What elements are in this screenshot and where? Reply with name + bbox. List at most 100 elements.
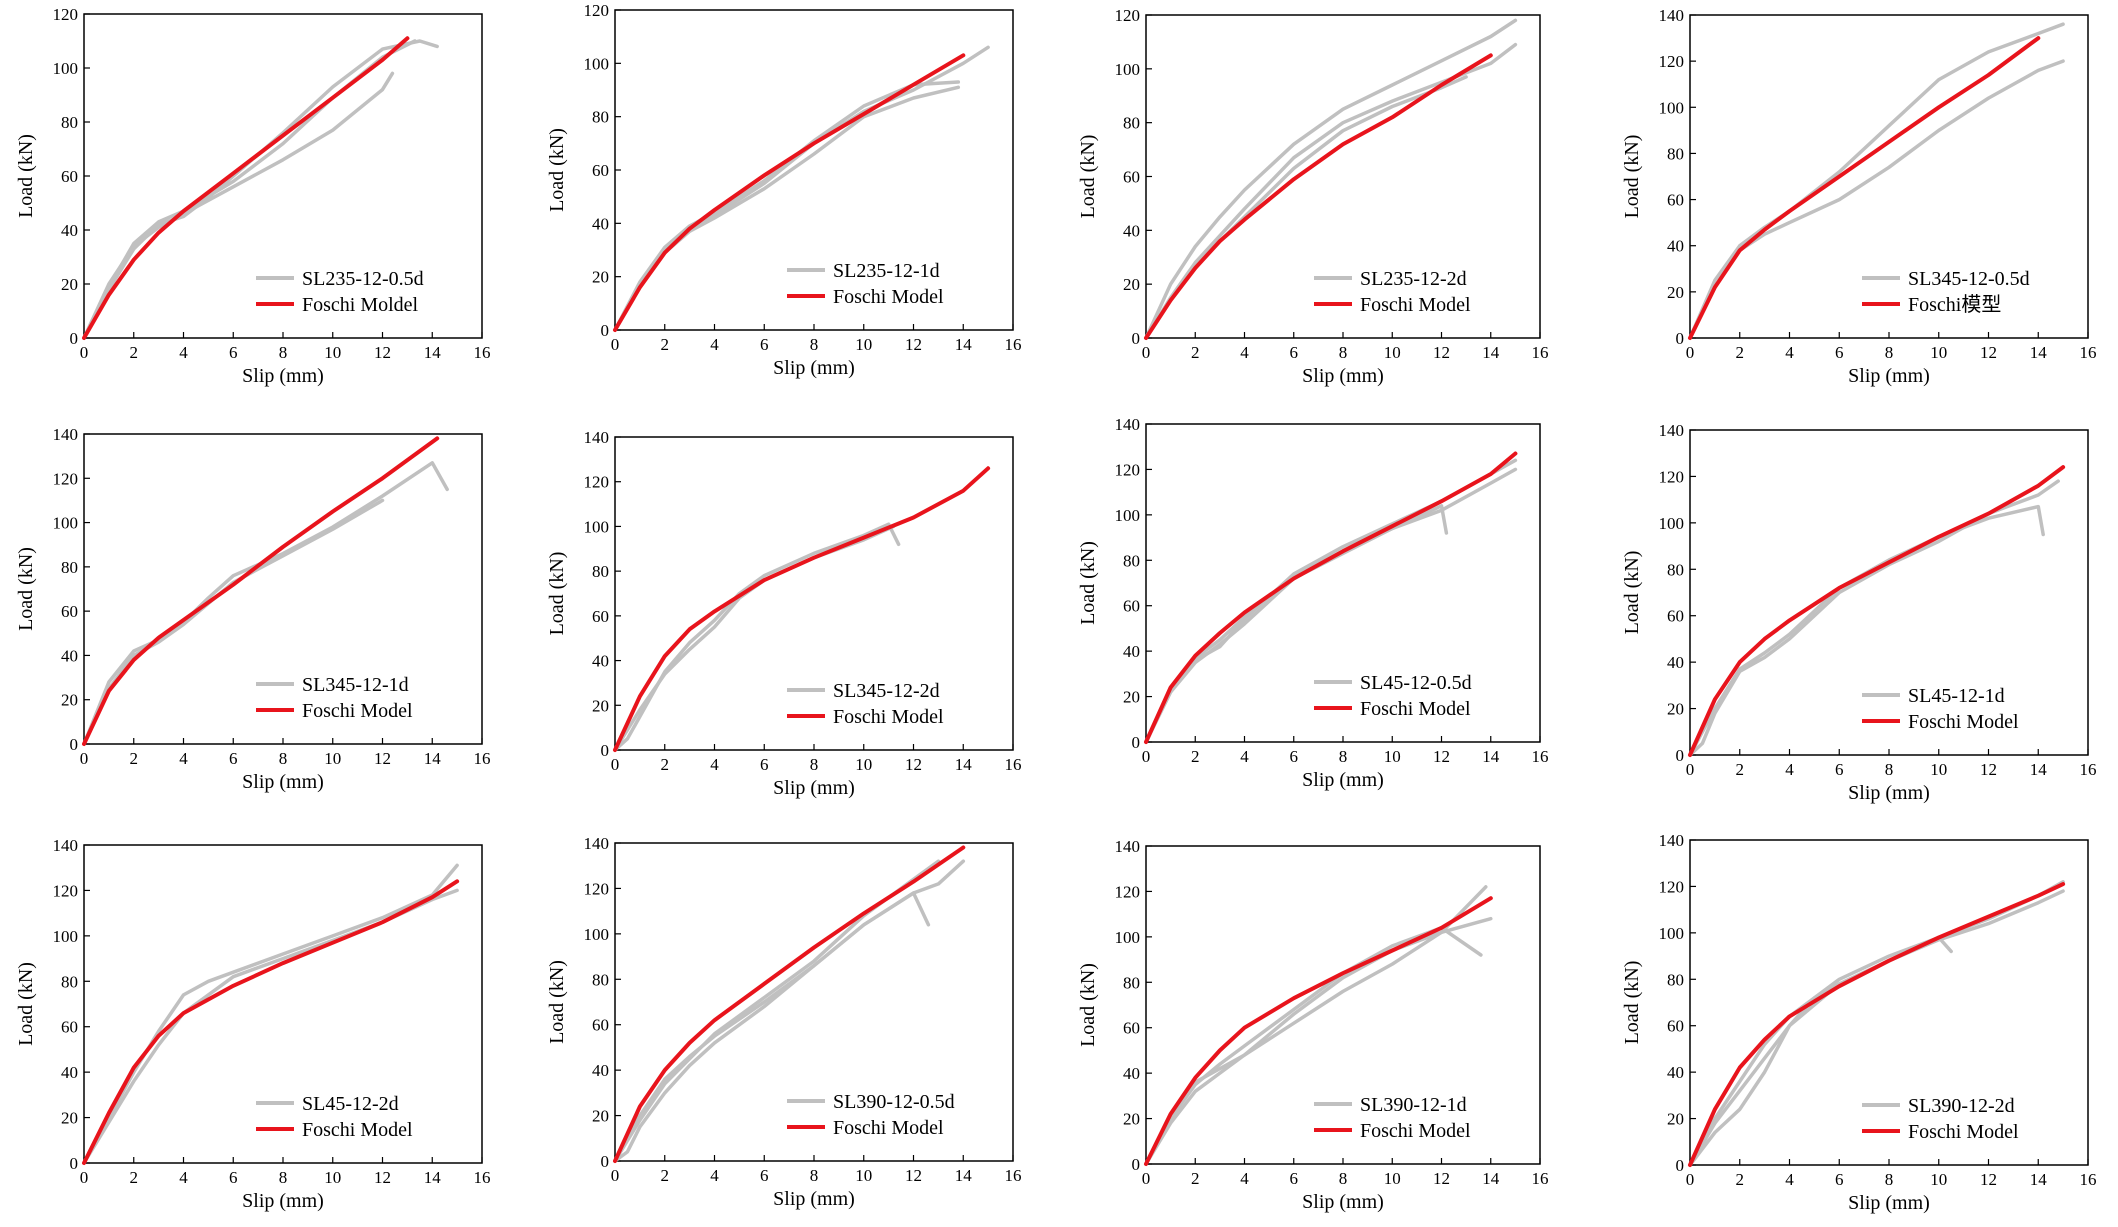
x-tick-label: 8 <box>1339 343 1348 362</box>
y-tick-label: 100 <box>53 514 79 533</box>
x-tick-label: 10 <box>1930 760 1947 779</box>
y-tick-label: 100 <box>584 54 610 73</box>
legend-label: SL390-12-2d <box>1908 1095 2015 1117</box>
x-axis-label: Slip (mm) <box>242 1190 324 1212</box>
model-series-line <box>1688 36 2041 340</box>
chart-panel-11: 0 2 4 6 8 10 12 14 16 0 20 40 60 80 100 120 140 Slip (mm)… <box>1077 837 1549 1213</box>
model-series-line <box>1144 896 1493 1166</box>
x-tick-label: 6 <box>229 343 238 362</box>
y-tick-label: 80 <box>1123 551 1140 570</box>
x-tick-label: 8 <box>1339 747 1348 766</box>
x-tick-label: 6 <box>1835 343 1844 362</box>
y-tick-label: 140 <box>1115 837 1141 856</box>
x-tick-label: 10 <box>1384 1169 1401 1188</box>
y-tick-label: 40 <box>61 1063 78 1082</box>
x-tick-label: 8 <box>1885 1170 1894 1189</box>
x-tick-label: 8 <box>279 343 288 362</box>
x-tick-label: 10 <box>1930 343 1947 362</box>
y-tick-label: 80 <box>1123 973 1140 992</box>
y-tick-label: 120 <box>1115 882 1141 901</box>
x-tick-label: 6 <box>1290 343 1299 362</box>
legend-label: Foschi Model <box>1360 294 1471 316</box>
chart-panel-6: 0 2 4 6 8 10 12 14 16 0 20 40 60 80 100 120 140 Slip (mm)… <box>546 428 1022 799</box>
x-tick-label: 8 <box>810 335 819 354</box>
y-tick-label: 120 <box>1115 460 1141 479</box>
x-tick-label: 4 <box>1240 343 1249 362</box>
x-tick-label: 16 <box>2080 760 2097 779</box>
x-tick-label: 14 <box>1482 1169 1500 1188</box>
x-axis-label: Slip (mm) <box>773 357 855 379</box>
x-tick-label: 6 <box>1290 747 1299 766</box>
legend-label: SL345-12-2d <box>833 680 940 702</box>
y-tick-label: 20 <box>61 275 78 294</box>
legend-label: SL45-12-1d <box>1908 685 2005 707</box>
x-tick-label: 2 <box>661 335 670 354</box>
x-tick-label: 16 <box>1532 343 1549 362</box>
legend-label: Foschi Moldel <box>302 294 419 316</box>
legend-label: Foschi Model <box>302 1119 413 1141</box>
legend-label: Foschi Model <box>833 1117 944 1139</box>
y-tick-label: 80 <box>61 113 78 132</box>
y-tick-label: 0 <box>1132 329 1141 348</box>
x-tick-label: 10 <box>324 1168 341 1187</box>
y-tick-label: 100 <box>584 517 610 536</box>
y-tick-label: 100 <box>1659 98 1685 117</box>
legend-label: Foschi Model <box>1360 1120 1471 1142</box>
legend-label: Foschi Model <box>302 700 413 722</box>
y-tick-label: 40 <box>592 214 609 233</box>
y-tick-label: 80 <box>592 970 609 989</box>
y-axis-label: Load (kN) <box>15 962 37 1046</box>
x-tick-label: 12 <box>1433 1169 1450 1188</box>
x-tick-label: 16 <box>1005 335 1022 354</box>
y-tick-label: 100 <box>1659 514 1685 533</box>
x-tick-label: 4 <box>179 749 188 768</box>
y-tick-label: 100 <box>1115 60 1141 79</box>
y-axis-label: Load (kN) <box>1077 963 1099 1047</box>
legend-label: SL235-12-0.5d <box>302 268 424 290</box>
x-axis-label: Slip (mm) <box>1848 782 1930 804</box>
x-tick-label: 8 <box>1885 760 1894 779</box>
y-tick-label: 20 <box>1123 1110 1140 1129</box>
y-axis-label: Load (kN) <box>1621 961 1643 1045</box>
x-tick-label: 4 <box>1785 343 1794 362</box>
x-tick-label: 16 <box>1532 1169 1549 1188</box>
plot-frame <box>1689 839 2089 1166</box>
legend-label: Foschi Model <box>1908 1121 2019 1143</box>
y-tick-label: 80 <box>592 562 609 581</box>
y-tick-label: 20 <box>592 696 609 715</box>
x-tick-label: 14 <box>955 755 973 774</box>
x-tick-label: 0 <box>1142 343 1151 362</box>
x-tick-label: 2 <box>130 343 139 362</box>
legend-label: Foschi Model <box>833 706 944 728</box>
x-tick-label: 14 <box>1482 747 1500 766</box>
test-series-line <box>613 891 931 1163</box>
model-series-line <box>1688 882 2066 1167</box>
model-series-line <box>82 36 410 340</box>
x-tick-label: 12 <box>374 343 391 362</box>
x-tick-label: 10 <box>324 343 341 362</box>
x-tick-label: 2 <box>130 749 139 768</box>
y-tick-label: 0 <box>1676 746 1685 765</box>
y-tick-label: 100 <box>1115 928 1141 947</box>
chart-panel-10: 0 2 4 6 8 10 12 14 16 0 20 40 60 80 100 120 140 Slip (mm)… <box>546 834 1022 1210</box>
test-series-line <box>82 863 459 1165</box>
x-tick-label: 16 <box>474 343 491 362</box>
y-axis-label: Load (kN) <box>15 547 37 631</box>
y-tick-label: 20 <box>1667 1110 1684 1129</box>
x-tick-label: 12 <box>905 755 922 774</box>
y-tick-label: 60 <box>592 161 609 180</box>
x-tick-label: 0 <box>1686 1170 1695 1189</box>
x-tick-label: 0 <box>80 343 89 362</box>
y-tick-label: 80 <box>1667 970 1684 989</box>
model-series-line <box>613 53 966 332</box>
x-tick-label: 6 <box>1290 1169 1299 1188</box>
x-tick-label: 6 <box>229 749 238 768</box>
y-tick-label: 40 <box>1123 1064 1140 1083</box>
x-tick-label: 12 <box>1433 747 1450 766</box>
x-tick-label: 8 <box>810 1166 819 1185</box>
y-tick-label: 60 <box>1123 1019 1140 1038</box>
y-tick-label: 40 <box>1667 237 1684 256</box>
legend-label: Foschi Model <box>1908 711 2019 733</box>
y-tick-label: 0 <box>601 321 610 340</box>
y-tick-label: 140 <box>1659 831 1685 850</box>
